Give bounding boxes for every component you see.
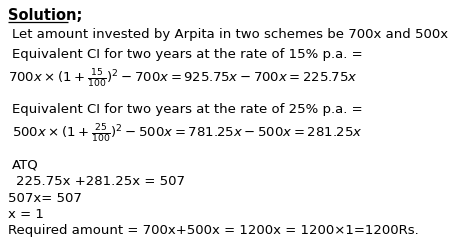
Text: 507x= 507: 507x= 507: [8, 192, 82, 205]
Text: x = 1: x = 1: [8, 208, 44, 221]
Text: Equivalent CI for two years at the rate of 15% p.a. =: Equivalent CI for two years at the rate …: [12, 48, 363, 61]
Text: $500x \times (1 + \frac{25}{100})^2 - 500x = 781.25x - 500x = 281.25x$: $500x \times (1 + \frac{25}{100})^2 - 50…: [12, 123, 362, 145]
Text: ATQ: ATQ: [12, 158, 39, 171]
Text: 225.75x +281.25x = 507: 225.75x +281.25x = 507: [16, 175, 185, 188]
Text: Solution;: Solution;: [8, 8, 82, 23]
Text: Required amount = 700x+500x = 1200x = 1200×1=1200Rs.: Required amount = 700x+500x = 1200x = 12…: [8, 224, 419, 237]
Text: $700x \times (1 + \frac{15}{100})^2 - 700x = 925.75x - 700x = 225.75x$: $700x \times (1 + \frac{15}{100})^2 - 70…: [8, 68, 358, 90]
Text: Equivalent CI for two years at the rate of 25% p.a. =: Equivalent CI for two years at the rate …: [12, 103, 363, 116]
Text: Let amount invested by Arpita in two schemes be 700x and 500x: Let amount invested by Arpita in two sch…: [12, 28, 448, 41]
